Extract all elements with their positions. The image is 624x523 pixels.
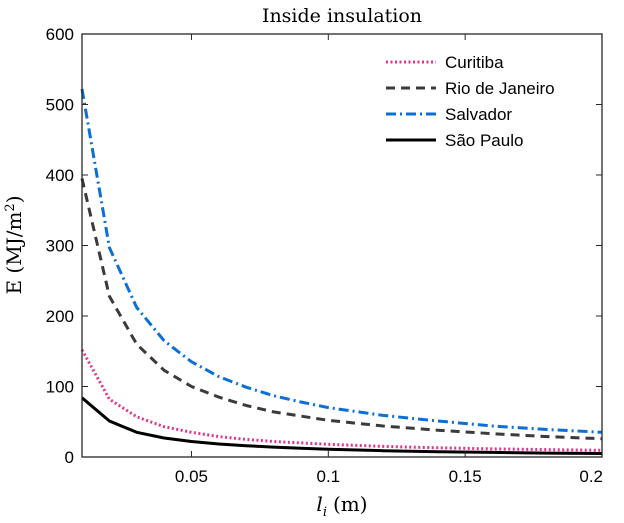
x-axis-label-symbol: l: [316, 492, 322, 516]
y-axis-label: E (MJ/m2): [2, 195, 26, 294]
y-axis-label-close: ): [2, 195, 26, 203]
legend-label: Rio de Janeiro: [445, 79, 555, 98]
series-line-salvador: [80, 88, 603, 434]
y-tick-label: 100: [46, 378, 74, 397]
legend: Curitiba Rio de Janeiro Salvador São Paulo: [386, 53, 555, 150]
y-tick-label: 400: [46, 166, 74, 185]
series-line-curitiba: [80, 349, 603, 452]
x-tick-label: 0.1: [316, 467, 340, 486]
series-layer: [80, 88, 603, 455]
x-axis-label-unit: (m): [333, 492, 368, 516]
ticks-layer: 0 100 200 300 400 500 600 0.05 0.1 0.15 0.2: [46, 25, 603, 486]
series-line-s-o-paulo: [81, 396, 603, 455]
x-tick-label: 0.15: [449, 467, 482, 486]
x-axis-label-subscript: i: [323, 505, 327, 520]
legend-label: Curitiba: [445, 53, 504, 72]
y-axis-label-text: E (MJ/m: [2, 212, 26, 295]
legend-label: São Paulo: [445, 131, 523, 150]
y-tick-label: 200: [46, 307, 74, 326]
y-tick-label: 300: [46, 237, 74, 256]
legend-label: Salvador: [445, 105, 512, 124]
x-tick-label: 0.2: [579, 467, 603, 486]
y-tick-label: 0: [65, 448, 74, 467]
chart-title: Inside insulation: [262, 5, 422, 27]
x-tick-label: 0.05: [175, 467, 208, 486]
y-tick-label: 600: [46, 25, 74, 44]
y-axis-label-superscript: 2: [3, 203, 18, 211]
series-line-rio-de-janeiro: [80, 178, 603, 441]
y-tick-label: 500: [46, 96, 74, 115]
x-axis-label: li (m): [316, 492, 367, 520]
